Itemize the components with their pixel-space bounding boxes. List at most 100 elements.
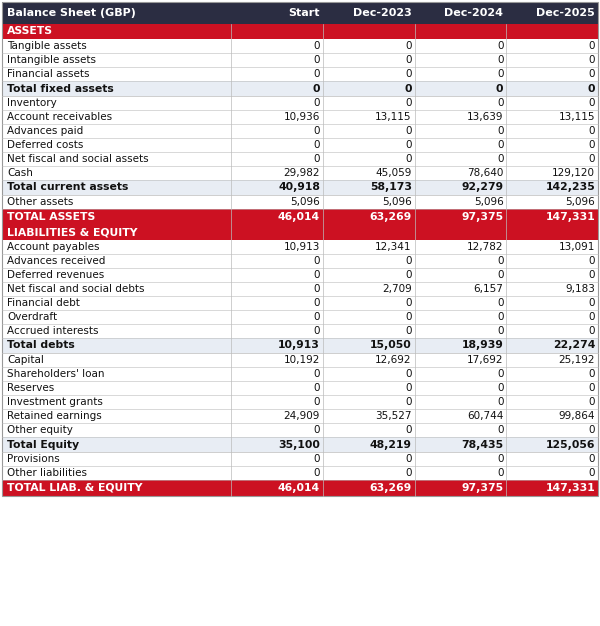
Text: 0: 0 <box>497 468 503 478</box>
Text: 0: 0 <box>589 55 595 65</box>
Text: 0: 0 <box>405 397 412 407</box>
Text: 0: 0 <box>405 298 412 308</box>
Text: Net fiscal and social debts: Net fiscal and social debts <box>7 284 145 294</box>
Text: 9,183: 9,183 <box>565 284 595 294</box>
Text: 0: 0 <box>497 298 503 308</box>
Bar <box>2 381 598 395</box>
Bar <box>2 39 598 53</box>
Text: 0: 0 <box>497 454 503 464</box>
Text: 60,744: 60,744 <box>467 411 503 421</box>
Text: 0: 0 <box>314 256 320 266</box>
Text: Total debts: Total debts <box>7 341 75 351</box>
Bar <box>2 53 598 67</box>
Text: Other liabilities: Other liabilities <box>7 468 87 478</box>
Bar <box>2 423 598 437</box>
Text: Account receivables: Account receivables <box>7 112 112 122</box>
Text: 5,096: 5,096 <box>474 197 503 207</box>
Text: 0: 0 <box>497 69 503 79</box>
Text: 0: 0 <box>497 140 503 150</box>
Text: Inventory: Inventory <box>7 98 57 108</box>
Bar <box>2 324 598 338</box>
Bar <box>2 225 598 240</box>
Text: 78,640: 78,640 <box>467 168 503 178</box>
Text: 24,909: 24,909 <box>284 411 320 421</box>
Text: 0: 0 <box>405 383 412 393</box>
Text: Account payables: Account payables <box>7 242 100 252</box>
Bar <box>2 81 598 96</box>
Bar <box>2 367 598 381</box>
Bar <box>2 466 598 480</box>
Text: 0: 0 <box>314 154 320 164</box>
Text: 0: 0 <box>405 41 412 51</box>
Bar <box>2 180 598 195</box>
Text: Intangible assets: Intangible assets <box>7 55 96 65</box>
Text: Dec-2023: Dec-2023 <box>353 8 412 18</box>
Text: TOTAL ASSETS: TOTAL ASSETS <box>7 212 95 222</box>
Text: 0: 0 <box>589 126 595 136</box>
Text: Accrued interests: Accrued interests <box>7 326 98 336</box>
Text: 0: 0 <box>589 256 595 266</box>
Text: Dec-2025: Dec-2025 <box>536 8 595 18</box>
Bar <box>2 96 598 110</box>
Text: Balance Sheet (GBP): Balance Sheet (GBP) <box>7 8 136 18</box>
Text: 0: 0 <box>314 312 320 322</box>
Text: Investment grants: Investment grants <box>7 397 103 407</box>
Bar <box>2 395 598 409</box>
Text: 0: 0 <box>497 425 503 435</box>
Text: Deferred costs: Deferred costs <box>7 140 83 150</box>
Text: 0: 0 <box>405 270 412 280</box>
Text: Other equity: Other equity <box>7 425 73 435</box>
Text: 0: 0 <box>405 468 412 478</box>
Text: 0: 0 <box>405 256 412 266</box>
Text: 0: 0 <box>405 454 412 464</box>
Text: 0: 0 <box>497 256 503 266</box>
Bar <box>2 310 598 324</box>
Bar <box>2 338 598 353</box>
Text: Advances paid: Advances paid <box>7 126 83 136</box>
Text: 18,939: 18,939 <box>461 341 503 351</box>
Text: 10,936: 10,936 <box>284 112 320 122</box>
Bar <box>2 2 598 24</box>
Text: 0: 0 <box>589 41 595 51</box>
Text: 29,982: 29,982 <box>284 168 320 178</box>
Bar <box>2 254 598 268</box>
Text: 97,375: 97,375 <box>461 483 503 493</box>
Text: 97,375: 97,375 <box>461 212 503 222</box>
Text: Retained earnings: Retained earnings <box>7 411 102 421</box>
Bar <box>2 268 598 282</box>
Text: 0: 0 <box>497 326 503 336</box>
Text: Dec-2024: Dec-2024 <box>445 8 503 18</box>
Text: 0: 0 <box>404 83 412 93</box>
Text: 0: 0 <box>589 397 595 407</box>
Text: ASSETS: ASSETS <box>7 26 53 36</box>
Text: Total Equity: Total Equity <box>7 439 79 449</box>
Text: Start: Start <box>289 8 320 18</box>
Text: 5,096: 5,096 <box>290 197 320 207</box>
Bar <box>2 452 598 466</box>
Text: 63,269: 63,269 <box>370 483 412 493</box>
Bar <box>2 353 598 367</box>
Text: 0: 0 <box>314 270 320 280</box>
Text: 13,115: 13,115 <box>559 112 595 122</box>
Text: 0: 0 <box>314 383 320 393</box>
Text: 0: 0 <box>314 41 320 51</box>
Text: 0: 0 <box>497 154 503 164</box>
Text: Total fixed assets: Total fixed assets <box>7 83 114 93</box>
Text: Shareholders' loan: Shareholders' loan <box>7 369 104 379</box>
Text: Advances received: Advances received <box>7 256 106 266</box>
Text: 48,219: 48,219 <box>370 439 412 449</box>
Text: 0: 0 <box>405 69 412 79</box>
Text: Deferred revenues: Deferred revenues <box>7 270 104 280</box>
Text: 12,782: 12,782 <box>467 242 503 252</box>
Text: 17,692: 17,692 <box>467 355 503 365</box>
Text: 40,918: 40,918 <box>278 183 320 193</box>
Text: TOTAL LIAB. & EQUITY: TOTAL LIAB. & EQUITY <box>7 483 143 493</box>
Text: 129,120: 129,120 <box>552 168 595 178</box>
Text: 0: 0 <box>497 312 503 322</box>
Bar <box>2 240 598 254</box>
Text: 0: 0 <box>314 397 320 407</box>
Bar <box>2 110 598 124</box>
Bar <box>2 67 598 81</box>
Text: 0: 0 <box>587 83 595 93</box>
Text: 46,014: 46,014 <box>278 212 320 222</box>
